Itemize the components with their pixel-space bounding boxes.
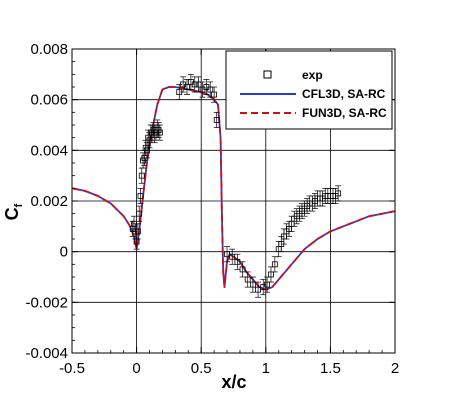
legend-item-exp: exp bbox=[263, 68, 323, 82]
y-tick-label: -0.004 bbox=[25, 345, 68, 362]
exp-point bbox=[244, 271, 251, 288]
y-axis-title-sub: f bbox=[13, 203, 25, 207]
exp-marker bbox=[184, 84, 190, 90]
exp-marker bbox=[268, 271, 274, 278]
svg-text:Cf: Cf bbox=[2, 203, 25, 220]
exp-point bbox=[229, 248, 236, 265]
y-tick-label: 0.008 bbox=[30, 41, 68, 58]
exp-point bbox=[156, 124, 163, 141]
exp-marker bbox=[335, 190, 342, 197]
y-axis-title: Cf bbox=[2, 203, 25, 220]
exp-point bbox=[136, 205, 143, 222]
exp-point bbox=[207, 81, 214, 98]
legend-item-cfl3d: CFL3D, SA-RC bbox=[240, 87, 386, 101]
exp-marker bbox=[136, 210, 143, 217]
x-tick-label: 2 bbox=[391, 360, 399, 377]
y-axis-title-main: C bbox=[2, 207, 22, 220]
exp-marker bbox=[249, 281, 256, 288]
exp-marker bbox=[191, 81, 198, 88]
legend: exp CFL3D, SA-RC FUN3D, SA-RC bbox=[225, 50, 393, 130]
exp-marker bbox=[138, 172, 145, 179]
x-tick-label: -0.5 bbox=[59, 360, 85, 377]
exp-marker bbox=[137, 193, 144, 199]
exp-point bbox=[234, 253, 241, 270]
exp-point bbox=[137, 187, 144, 204]
exp-marker bbox=[264, 281, 270, 288]
legend-exp-label: exp bbox=[302, 68, 323, 82]
legend-item-fun3d: FUN3D, SA-RC bbox=[240, 106, 387, 120]
y-tick-label: 0.006 bbox=[30, 92, 68, 109]
x-tick-label: 1.5 bbox=[320, 360, 341, 377]
grid-lines bbox=[71, 48, 396, 354]
legend-fun3d-label: FUN3D, SA-RC bbox=[302, 106, 387, 120]
exp-marker bbox=[271, 261, 278, 268]
tick-layer: -0.5 0 0.5 1 1.5 2 -0.004 -0.002 0 0.002 0.004 0.00… bbox=[25, 41, 399, 377]
series-layer bbox=[72, 73, 395, 298]
legend-cfl3d-label: CFL3D, SA-RC bbox=[302, 87, 386, 101]
exp-point bbox=[239, 261, 246, 278]
legend-exp-marker bbox=[263, 70, 272, 79]
legend-box bbox=[225, 50, 393, 130]
exp-marker bbox=[134, 228, 141, 235]
exp-point bbox=[203, 79, 210, 95]
x-axis-title: x/c bbox=[221, 372, 246, 392]
series-fun3d-line bbox=[72, 86, 395, 291]
y-tick-label: 0.002 bbox=[30, 193, 68, 210]
x-tick-label: 1 bbox=[262, 360, 270, 377]
exp-point bbox=[335, 185, 342, 202]
exp-marker bbox=[239, 266, 246, 273]
exp-point bbox=[211, 86, 218, 103]
exp-marker bbox=[211, 91, 218, 98]
exp-marker bbox=[195, 81, 202, 88]
x-tick-label: 0.5 bbox=[191, 360, 212, 377]
y-tick-label: 0 bbox=[60, 244, 68, 261]
exp-marker bbox=[229, 253, 236, 260]
exp-marker bbox=[207, 86, 214, 93]
exp-point bbox=[213, 111, 220, 128]
exp-marker bbox=[244, 276, 251, 283]
exp-point bbox=[249, 276, 256, 293]
x-tick-label: 0 bbox=[132, 360, 140, 377]
y-tick-label: -0.002 bbox=[25, 294, 68, 311]
exp-point bbox=[134, 223, 141, 240]
exp-point bbox=[180, 76, 187, 93]
exp-marker bbox=[156, 129, 163, 136]
exp-marker bbox=[213, 117, 220, 123]
y-tick-label: 0.004 bbox=[30, 142, 68, 159]
